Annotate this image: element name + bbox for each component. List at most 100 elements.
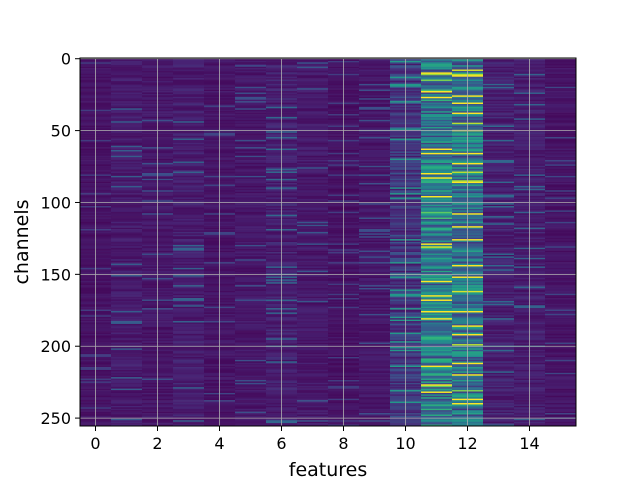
heatmap-cell xyxy=(235,408,267,411)
heatmap-cell xyxy=(359,190,391,192)
heatmap-cell xyxy=(545,204,577,207)
heatmap-cell xyxy=(545,346,577,349)
heatmap-cell xyxy=(297,404,329,407)
heatmap-cell xyxy=(111,145,143,148)
heatmap-cell xyxy=(235,424,267,427)
heatmap-cell xyxy=(173,83,205,86)
heatmap-cell xyxy=(545,415,577,418)
heatmap-cell xyxy=(235,151,267,154)
heatmap-cell xyxy=(421,229,453,231)
heatmap-cell xyxy=(359,382,391,385)
heatmap-cell xyxy=(111,125,143,128)
heatmap-cell xyxy=(359,292,391,295)
heatmap-cell xyxy=(111,137,143,139)
heatmap-cell xyxy=(297,224,329,227)
heatmap-cell xyxy=(173,171,205,174)
heatmap-cell xyxy=(173,148,205,151)
heatmap-cell xyxy=(545,104,577,106)
heatmap-cell xyxy=(421,332,453,335)
heatmap-cell xyxy=(173,79,205,82)
heatmap-cell xyxy=(545,242,577,244)
heatmap-cell xyxy=(545,388,577,391)
heatmap-cell xyxy=(359,308,391,310)
heatmap-cell xyxy=(111,303,143,306)
heatmap-cell xyxy=(545,364,577,366)
heatmap-cell xyxy=(359,279,391,282)
heatmap-cell xyxy=(235,364,267,366)
heatmap-cell xyxy=(173,119,205,122)
heatmap-cell xyxy=(111,374,143,376)
heatmap-cell xyxy=(359,421,391,424)
heatmap-cell xyxy=(483,190,515,192)
heatmap-cell xyxy=(483,180,515,182)
heatmap-cell xyxy=(111,224,143,227)
heatmap-cell xyxy=(359,69,391,72)
heatmap-cell xyxy=(545,223,577,226)
heatmap-cell xyxy=(173,289,205,292)
heatmap-cell xyxy=(359,92,391,95)
heatmap-cell xyxy=(421,167,453,169)
heatmap-cell xyxy=(359,263,391,266)
heatmap-cell xyxy=(173,219,205,221)
heatmap-cell xyxy=(359,170,391,172)
heatmap-cell xyxy=(173,306,205,309)
heatmap-cell xyxy=(545,300,577,303)
heatmap-cell xyxy=(297,293,329,296)
heatmap-cell xyxy=(483,410,515,412)
heatmap-cell xyxy=(111,270,143,273)
heatmap-cell xyxy=(173,388,205,391)
heatmap-cell xyxy=(297,351,329,353)
heatmap-cell xyxy=(483,177,515,180)
heatmap-cell xyxy=(483,161,515,164)
heatmap-cell xyxy=(173,142,205,145)
heatmap-cell xyxy=(235,70,267,73)
heatmap-cell xyxy=(483,239,515,241)
heatmap-cell xyxy=(111,407,143,410)
heatmap-cell xyxy=(359,88,391,90)
heatmap-cell xyxy=(173,357,205,359)
heatmap-cell xyxy=(297,161,329,164)
heatmap-cell xyxy=(483,147,515,149)
heatmap-cell xyxy=(483,104,515,106)
heatmap-cell xyxy=(359,334,391,336)
heatmap-cell xyxy=(421,321,453,323)
heatmap-cell xyxy=(421,234,453,237)
heatmap-cell xyxy=(421,266,453,269)
heatmap-cell xyxy=(483,165,515,168)
heatmap-cell xyxy=(483,99,515,102)
heatmap-cell xyxy=(359,139,391,142)
heatmap-cell xyxy=(545,154,577,157)
heatmap-cell xyxy=(545,85,577,88)
heatmap-cell xyxy=(111,265,143,267)
heatmap-cell xyxy=(173,96,205,99)
heatmap-cell xyxy=(173,204,205,207)
heatmap-cell xyxy=(111,75,143,77)
heatmap-cell xyxy=(359,230,391,233)
heatmap-cell xyxy=(235,116,267,119)
heatmap-cell xyxy=(421,404,453,407)
heatmap-cell xyxy=(545,99,577,102)
heatmap-cell xyxy=(235,132,267,135)
heatmap-cell xyxy=(545,108,577,111)
heatmap-cell xyxy=(173,341,205,343)
heatmap-cell xyxy=(483,171,515,174)
heatmap-cell xyxy=(483,207,515,210)
heatmap-cell xyxy=(297,365,329,368)
heatmap-cell xyxy=(111,162,143,165)
heatmap-cell xyxy=(545,296,577,299)
heatmap-cell xyxy=(359,63,391,66)
heatmap-cell xyxy=(483,403,515,405)
heatmap-cell xyxy=(297,323,329,326)
heatmap-cell xyxy=(235,325,267,328)
heatmap-cell xyxy=(483,203,515,205)
heatmap-cell xyxy=(545,91,577,93)
heatmap-cell xyxy=(359,135,391,138)
heatmap-cell xyxy=(483,70,515,73)
heatmap-cell xyxy=(359,231,391,234)
heatmap-cell xyxy=(545,295,577,297)
heatmap-cell xyxy=(421,270,453,273)
heatmap-cell xyxy=(483,216,515,218)
heatmap-cell xyxy=(483,311,515,313)
heatmap-cell xyxy=(297,381,329,384)
heatmap-cell xyxy=(483,382,515,385)
